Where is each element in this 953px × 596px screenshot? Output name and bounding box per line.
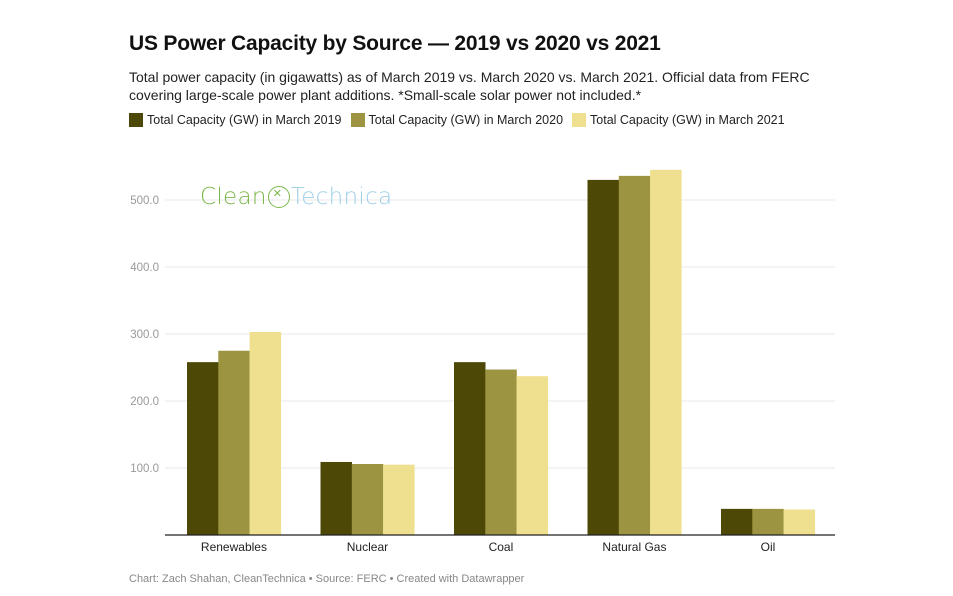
- x-tick-label: Nuclear: [347, 540, 388, 554]
- x-tick-label: Oil: [761, 540, 776, 554]
- bar-oil-2020: [752, 508, 784, 535]
- legend-label-2021: Total Capacity (GW) in March 2021: [590, 113, 785, 127]
- y-tick-label: 300.0: [130, 329, 159, 341]
- bar-coal-2020: [485, 369, 517, 535]
- bar-nuclear-2020: [351, 463, 384, 535]
- x-tick-label: Natural Gas: [602, 540, 666, 554]
- bar-natural-gas-2019: [587, 179, 619, 535]
- y-tick-label: 500.0: [130, 195, 159, 207]
- chart-subtitle: Total power capacity (in gigawatts) as o…: [129, 69, 810, 103]
- bar-renewables-2020: [218, 350, 250, 535]
- bar-oil-2021: [783, 509, 816, 535]
- chart-footer: Chart: Zach Shahan, CleanTechnica • Sour…: [129, 573, 525, 585]
- bar-renewables-2021: [249, 331, 282, 535]
- bar-nuclear-2019: [320, 461, 352, 535]
- cleantechnica-logo: Clean Technica: [200, 184, 392, 210]
- bar-natural-gas-2021: [650, 169, 682, 535]
- bar-natural-gas-2020: [618, 175, 651, 535]
- legend-item-2020: Total Capacity (GW) in March 2020: [350, 113, 564, 127]
- bar-nuclear-2021: [383, 464, 415, 535]
- y-tick-label: 100.0: [130, 463, 159, 475]
- plug-icon: [267, 186, 290, 208]
- y-axis-ticks: 100.0 200.0 300.0 400.0 500.0: [130, 195, 159, 475]
- legend: Total Capacity (GW) in March 2019 Total …: [129, 113, 794, 127]
- bar-renewables-2019: [187, 362, 219, 535]
- chart-title: US Power Capacity by Source — 2019 vs 20…: [129, 32, 661, 55]
- bars: [187, 169, 816, 535]
- legend-swatch-2020: [350, 113, 365, 127]
- y-tick-label: 400.0: [130, 262, 159, 274]
- legend-swatch-2021: [572, 113, 587, 127]
- x-axis-ticks: Renewables Nuclear Coal Natural Gas Oil: [201, 540, 775, 554]
- bar-coal-2021: [516, 376, 549, 535]
- legend-item-2021: Total Capacity (GW) in March 2021: [572, 113, 785, 127]
- bar-oil-2019: [721, 508, 753, 535]
- x-tick-label: Coal: [489, 540, 514, 554]
- legend-item-2019: Total Capacity (GW) in March 2019: [129, 113, 342, 127]
- logo-text-technica: Technica: [290, 184, 393, 210]
- legend-label-2020: Total Capacity (GW) in March 2020: [368, 113, 564, 127]
- legend-label-2019: Total Capacity (GW) in March 2019: [147, 113, 342, 127]
- logo-text-clean: Clean: [200, 184, 267, 210]
- legend-swatch-2019: [129, 113, 143, 127]
- x-tick-label: Renewables: [201, 540, 267, 554]
- bar-coal-2019: [454, 362, 486, 535]
- y-tick-label: 200.0: [130, 396, 159, 408]
